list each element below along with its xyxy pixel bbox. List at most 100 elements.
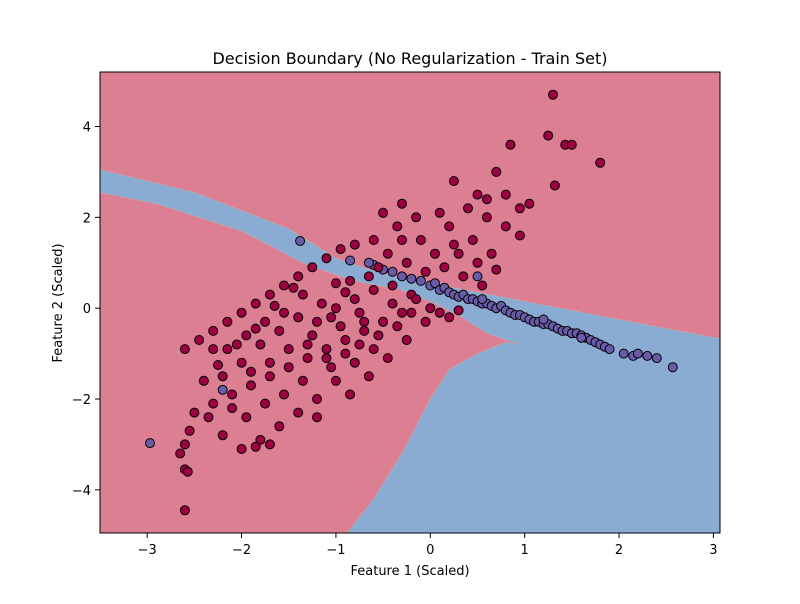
class-0-point [208,398,219,409]
class-0-point [472,189,483,200]
class-0-point [359,325,370,336]
class-0-point [330,303,341,314]
class-0-point [453,305,464,316]
class-0-point [312,412,322,423]
class-0-point [227,389,238,400]
class-0-point [279,389,289,400]
class-0-point [288,282,299,293]
class-0-point [444,221,455,232]
class-0-point [397,198,407,209]
class-0-point [378,316,389,327]
class-0-point [175,448,186,459]
class-0-point [283,344,294,355]
class-1-point [345,255,356,266]
class-0-point [184,425,195,436]
class-0-point [208,325,219,336]
class-0-point [335,321,346,332]
class-1-point [387,266,398,277]
class-0-point [227,403,238,414]
class-0-point [264,357,275,368]
class-0-point [274,325,285,336]
class-1-point [472,271,483,282]
class-1-point [406,273,417,284]
class-0-point [222,316,233,327]
class-0-point [264,439,275,450]
class-0-point [260,316,271,327]
class-1-point [604,344,615,355]
class-1-point [397,271,407,282]
x-tick-label: 1 [521,543,529,558]
class-0-point [194,335,205,345]
class-0-point [425,303,436,314]
class-1-point [415,275,426,286]
class-0-point [297,375,308,386]
plot-area [100,72,720,533]
class-0-point [430,248,440,259]
class-0-point [548,89,558,100]
class-0-point [179,505,190,516]
class-0-point [330,375,341,386]
y-tick-label: −4 [72,484,91,499]
class-0-point [434,207,445,218]
class-0-point [382,248,393,259]
class-0-point [198,375,209,386]
class-0-point [345,275,356,286]
class-1-point [363,257,374,268]
class-0-point [500,221,511,232]
class-0-point [316,298,327,309]
class-0-point [208,344,219,355]
class-0-point [302,353,313,364]
class-0-point [312,316,322,327]
class-0-point [182,466,193,477]
class-0-point [491,166,502,177]
class-0-point [524,198,535,209]
class-0-point [368,344,379,355]
class-1-point [145,438,155,449]
class-0-point [260,398,271,409]
class-0-point [448,239,459,250]
x-axis-label: Feature 1 (Scaled) [350,564,469,579]
class-0-point [481,194,492,205]
class-0-point [349,294,360,305]
class-0-point [467,235,478,245]
class-0-point [269,300,280,311]
class-1-point [618,348,629,359]
class-0-point [378,207,389,218]
class-0-point [415,235,426,245]
class-0-point [359,316,370,327]
class-0-point [349,239,360,250]
class-0-point [477,280,488,291]
class-0-point [321,353,332,364]
class-0-point [326,362,337,373]
class-0-point [250,298,261,309]
class-0-point [302,339,313,350]
class-0-point [326,312,337,323]
class-0-point [330,278,341,289]
class-0-point [274,421,285,432]
class-0-point [246,366,256,377]
class-0-point [203,412,214,423]
class-1-point [642,350,653,361]
class-0-point [566,139,577,150]
class-0-point [392,221,403,232]
class-0-point [543,130,554,141]
class-0-point [401,335,412,345]
x-axis: −3 −2 −1 0 1 2 3 [138,533,718,558]
class-0-point [335,244,346,255]
class-0-point [349,357,360,368]
class-0-point [321,253,332,264]
class-0-point [264,289,275,300]
class-0-point [382,353,393,364]
class-0-point [255,434,266,445]
class-0-point [420,266,431,277]
class-0-point [387,298,398,309]
class-0-point [179,344,190,355]
y-tick-label: 2 [83,211,91,226]
class-0-point [481,212,492,223]
class-0-point [595,157,606,168]
x-tick-label: 0 [426,543,434,558]
class-0-point [236,444,247,454]
class-0-point [387,280,398,291]
x-tick-label: −3 [138,543,157,558]
class-0-point [486,248,497,259]
